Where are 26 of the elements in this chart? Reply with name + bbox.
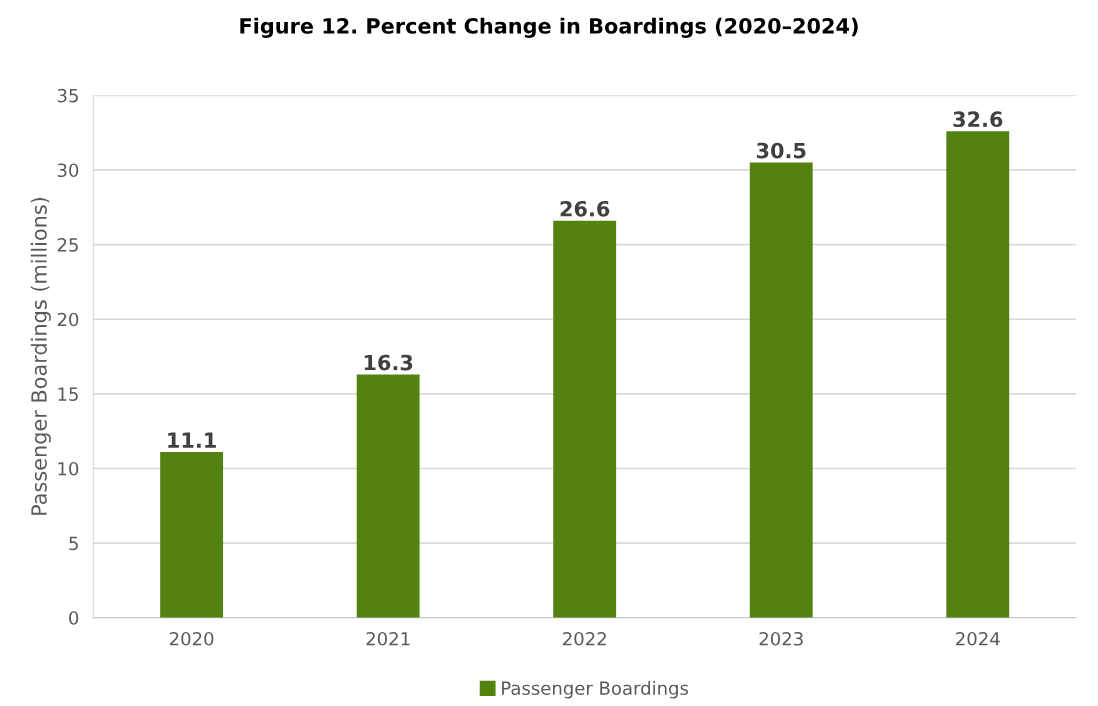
y-tick-label: 35 (57, 88, 78, 103)
y-tick-label: 5 (69, 536, 78, 551)
x-tick-label: 2020 (169, 631, 214, 646)
y-tick-label: 10 (58, 461, 79, 476)
y-tick-label: 25 (57, 238, 78, 252)
chart-title: Figure 12. Percent Change in Boardings (2020–2024) (240, 17, 858, 38)
legend-label: Passenger Boardings (502, 681, 689, 699)
data-label: 32.6 (953, 111, 1003, 128)
y-tick-label: 0 (69, 611, 79, 625)
x-tick-label: 2022 (563, 631, 606, 646)
bar (356, 374, 420, 618)
y-tick-label: 20 (57, 312, 79, 327)
bar (749, 162, 813, 618)
data-label: 30.5 (756, 142, 806, 159)
x-tick-label: 2023 (759, 631, 803, 646)
y-tick-label: 30 (57, 163, 79, 178)
y-axis-title: Passenger Boardings (millions) (30, 197, 51, 515)
data-label: 16.3 (364, 354, 413, 371)
bar (160, 452, 224, 618)
y-tick-label: 15 (58, 387, 78, 401)
x-tick-label: 2024 (956, 631, 1000, 646)
bar (553, 220, 617, 618)
data-label: 26.6 (560, 200, 610, 217)
data-label: 11.1 (168, 432, 216, 448)
x-tick-label: 2021 (366, 631, 410, 646)
bar (946, 131, 1010, 618)
